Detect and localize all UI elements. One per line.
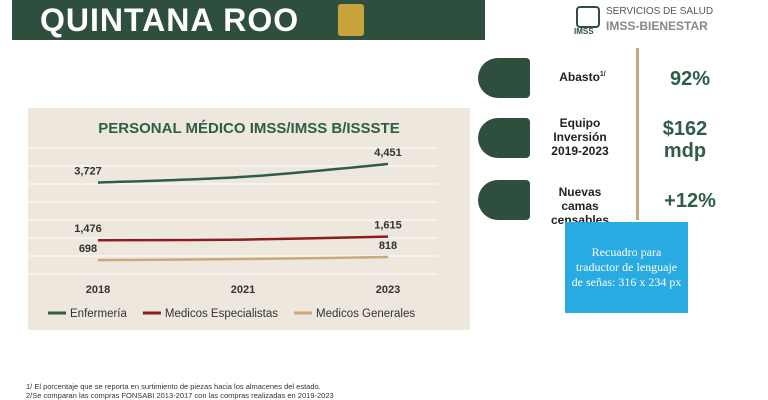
footnote: 1/ El porcentaje que se reporta en surti… (26, 382, 321, 391)
line (97, 255, 389, 262)
x-tick-label: 2021 (231, 284, 255, 296)
data-label: 698 (79, 243, 97, 255)
line (97, 235, 389, 242)
chart-panel: PERSONAL MÉDICO IMSS/IMSS B/ISSSTE 2018 20… (28, 108, 470, 330)
data-label: 3,727 (74, 166, 102, 178)
indicator-label: Equipo Inversión 2019-2023 (551, 116, 609, 158)
legend-label: Medicos Generales (316, 308, 415, 320)
data-label: 1,476 (74, 223, 102, 235)
data-label: 1,615 (374, 220, 402, 232)
icon (478, 180, 530, 220)
line (97, 162, 389, 184)
chart-title: PERSONAL MÉDICO IMSS/IMSS B/ISSSTE (98, 120, 399, 137)
banner (12, 0, 485, 40)
indicator-value: +12% (664, 190, 716, 212)
label: Abasto (559, 70, 600, 84)
data-label: 4,451 (374, 147, 402, 159)
legend-label: Medicos Especialistas (165, 308, 278, 320)
legend-label: Enfermería (70, 308, 127, 320)
divider (636, 48, 639, 220)
indicator-value: 92% (669, 68, 711, 90)
indicator-label: Abasto1/ (535, 70, 630, 84)
footnote: 2/Se comparan las compras FONSABI 2013-2… (26, 391, 334, 400)
logo-line: SERVICIOS DE SALUD (606, 6, 714, 17)
indicator-label: Nuevas camas censables (550, 185, 610, 227)
chart: PERSONAL MÉDICO IMSS/IMSS B/ISSSTE 2018 20… (28, 120, 438, 320)
icon (478, 58, 530, 98)
x-tick-label: 2023 (376, 284, 400, 296)
logo-line: IMSS-BIENESTAR (606, 19, 708, 33)
title: QUINTANA ROO (40, 2, 300, 38)
indicator-value: $162 mdp (662, 118, 708, 162)
emblem (338, 4, 364, 36)
icon (478, 118, 530, 158)
x-tick-label: 2018 (86, 284, 110, 296)
logo-mark: IMSS (574, 27, 594, 36)
data-label: 818 (379, 240, 397, 252)
sign-box: Recuadro para traductor de lenguaje de s… (565, 222, 688, 313)
note: 1/ (599, 71, 606, 78)
logo-icon (576, 6, 600, 28)
